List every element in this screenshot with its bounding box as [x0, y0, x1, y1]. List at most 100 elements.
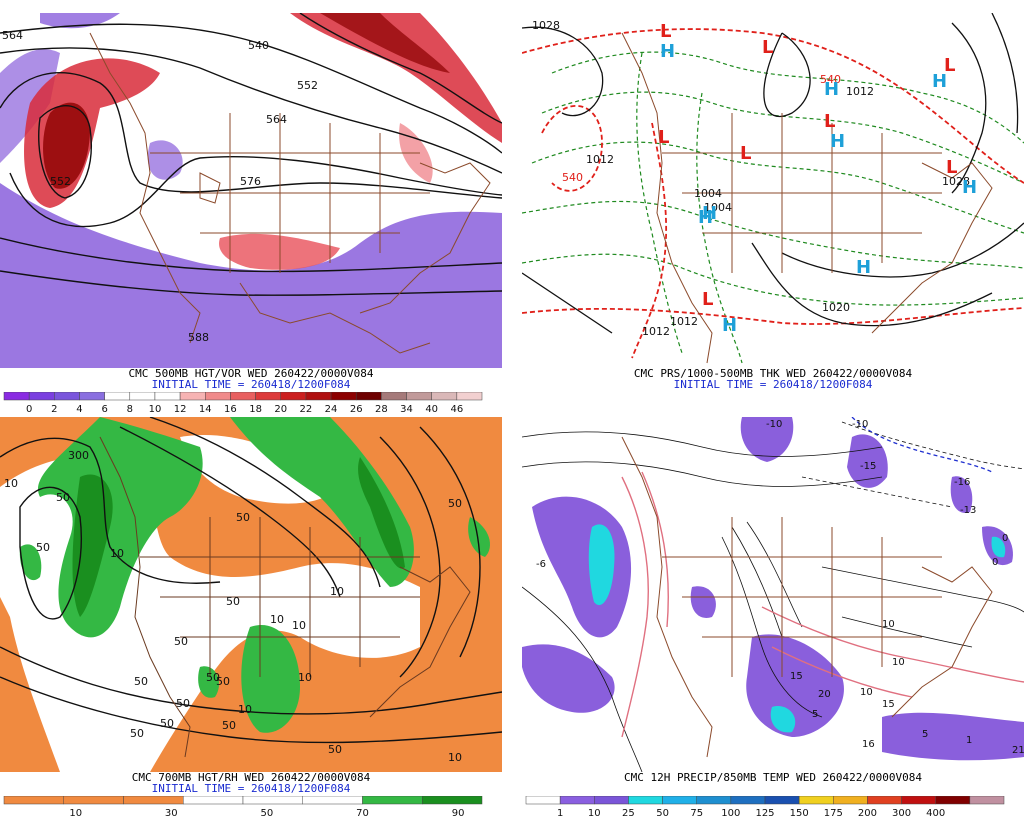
panel-title: CMC PRS/1000-500MB THK WED 260422/0000V0…: [633, 367, 913, 380]
colorbar-tick-label: 34: [400, 404, 413, 413]
colorbar-swatch: [764, 796, 800, 805]
temp-label: 10: [892, 657, 905, 668]
colorbar-swatch: [3, 392, 30, 401]
isobar-label: 1012: [642, 325, 670, 338]
panel-500mb-hgt-vor: 564 540 552 564 576 552 588 CMC 500MB HG…: [0, 13, 502, 413]
rh-label: 10: [238, 703, 252, 716]
map-precip: -10 -10 -15 -16 -13 -6 0 15 20 10 16 5 1…: [522, 417, 1024, 772]
isobar-label: 1012: [586, 153, 614, 166]
colorbar-tick-label: 16: [224, 404, 237, 413]
colorbar-tick-label: 25: [622, 808, 635, 817]
isobar-label: 1020: [822, 301, 850, 314]
colorbar-tick-label: 125: [755, 808, 774, 817]
rh-label: 50: [174, 635, 188, 648]
colorbar-tick-label: 10: [69, 808, 82, 817]
colorbar-tick-label: 175: [824, 808, 843, 817]
colorbar-swatch: [104, 392, 131, 401]
colorbar-tick-label: 28: [375, 404, 388, 413]
colorbar-swatch: [381, 392, 407, 401]
rh-label: 10: [448, 751, 462, 764]
temp-label: 15: [882, 699, 895, 710]
colorbar-swatch: [696, 796, 732, 805]
low-pressure-marker: L: [944, 55, 955, 76]
colorbar-tick-label: 50: [261, 808, 274, 817]
thickness-label: 540: [562, 171, 583, 184]
colorbar-swatch: [54, 392, 80, 401]
temp-label: -6: [536, 559, 546, 570]
rh-label: 50: [222, 719, 236, 732]
rh-label: 50: [56, 491, 70, 504]
colorbar-tick-label: 46: [450, 404, 463, 413]
colorbar-swatch: [305, 392, 332, 401]
low-pressure-marker: L: [762, 37, 773, 58]
map-pressure: 1028 1012 540 1004 1004 1012 1012 1012 1…: [522, 13, 1024, 368]
rh-label: 10: [110, 547, 124, 560]
panel-title: CMC 500MB HGT/VOR WED 260422/0000V084: [128, 367, 374, 380]
colorbar-swatch: [179, 392, 206, 401]
rh-label: 50: [130, 727, 144, 740]
rh-label: 50: [206, 671, 220, 684]
colorbar-swatch: [183, 796, 244, 805]
temp-label: -15: [860, 461, 876, 472]
rh-label: 50: [328, 743, 342, 756]
colorbar-tick-label: 6: [101, 404, 107, 413]
rh-label: 50: [236, 511, 250, 524]
temp-label: 0: [1002, 533, 1008, 544]
temp-label: -13: [960, 505, 976, 516]
colorbar-swatch: [129, 392, 156, 401]
rh-label: 300: [68, 449, 89, 462]
isobar-label: 1028: [532, 19, 560, 32]
colorbar-swatch: [230, 392, 256, 401]
height-label: 552: [50, 175, 71, 188]
colorbar-tick-label: 8: [127, 404, 133, 413]
colorbar-tick-label: 26: [350, 404, 363, 413]
colorbar-tick-label: 4: [76, 404, 82, 413]
low-pressure-marker: L: [658, 127, 669, 148]
init-time: INITIAL TIME = 260418/1200F084: [673, 378, 873, 391]
panel-700mb-hgt-rh: 300 10 50 50 10 50 50 10 50 50 50 50 10 …: [0, 417, 502, 817]
colorbar-swatch: [867, 796, 902, 805]
rh-label: 10: [4, 477, 18, 490]
colorbar-swatch: [935, 796, 971, 805]
colorbar-tick-label: 300: [892, 808, 911, 817]
colorbar-swatch: [355, 392, 382, 401]
colorbar-tick-label: 20: [274, 404, 287, 413]
temp-label: 20: [818, 689, 831, 700]
colorbar-swatch: [154, 392, 181, 401]
map-700mb: 300 10 50 50 10 50 50 10 50 50 50 50 10 …: [0, 417, 502, 772]
colorbar-swatch: [662, 796, 697, 805]
colorbar-tick-label: 22: [300, 404, 313, 413]
height-label: 576: [240, 175, 261, 188]
colorbar-swatch: [969, 796, 1005, 805]
height-label: 564: [2, 29, 23, 42]
temp-label: 15: [790, 671, 803, 682]
panel-title: CMC 700MB HGT/RH WED 260422/0000V084: [131, 771, 371, 784]
colorbar-swatch: [205, 392, 231, 401]
panel-title: CMC 12H PRECIP/850MB TEMP WED 260422/000…: [623, 771, 922, 784]
low-pressure-marker: L: [824, 111, 835, 132]
colorbar-swatch: [798, 796, 834, 805]
temp-label: 5: [922, 729, 928, 740]
isobar-label: 1004: [694, 187, 722, 200]
colorbar-tick-label: 50: [656, 808, 669, 817]
colorbar-swatch: [628, 796, 663, 805]
colorbar-swatch: [302, 796, 363, 805]
rh-label: 50: [448, 497, 462, 510]
colorbar-tick-label: 40: [425, 404, 438, 413]
low-pressure-marker: L: [660, 21, 671, 42]
isobar-label: 1012: [670, 315, 698, 328]
rh-label: 50: [134, 675, 148, 688]
colorbar-swatch: [79, 392, 105, 401]
colorbar-swatch: [255, 392, 281, 401]
high-pressure-marker: H: [830, 131, 845, 152]
height-label: 588: [188, 331, 209, 344]
temp-label: 10: [882, 619, 895, 630]
colorbar-swatch: [406, 392, 432, 401]
rh-label: 10: [330, 585, 344, 598]
rh-label: 10: [292, 619, 306, 632]
colorbar-vorticity: 0 2 4 6 8 10 12 14 16 18 20 22 24 26 28 34 40 46: [3, 392, 483, 413]
colorbar-tick-label: 2: [51, 404, 57, 413]
colorbar-swatch: [730, 796, 766, 805]
colorbar-tick-label: 75: [690, 808, 703, 817]
high-pressure-marker: H: [932, 71, 947, 92]
